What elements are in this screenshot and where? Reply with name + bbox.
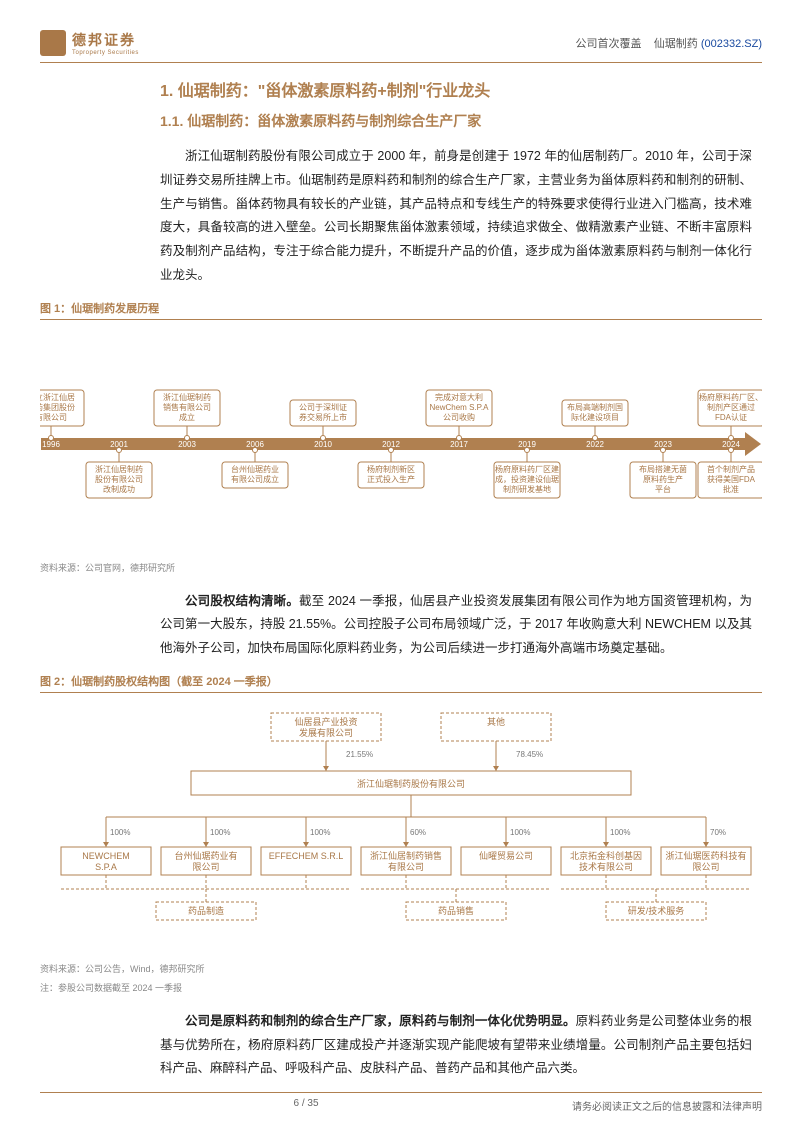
svg-text:公司于深圳证: 公司于深圳证 (299, 402, 347, 412)
svg-text:研发/技术服务: 研发/技术服务 (628, 905, 685, 916)
page-number: 6 / 35 (293, 1098, 318, 1113)
svg-text:正式投入生产: 正式投入生产 (367, 474, 415, 484)
svg-text:销售有限公司: 销售有限公司 (163, 402, 211, 412)
coverage-label: 公司首次覆盖 (576, 38, 642, 50)
figure2-note: 注：参股公司数据截至 2024 一季报 (40, 981, 762, 994)
svg-text:有限公司: 有限公司 (40, 412, 67, 422)
svg-text:78.45%: 78.45% (516, 750, 543, 759)
figure1-source: 资料来源：公司官网，德邦研究所 (40, 561, 762, 574)
svg-text:有限公司: 有限公司 (388, 861, 424, 872)
svg-text:股份有限公司: 股份有限公司 (95, 474, 143, 484)
svg-text:制剂研发基地: 制剂研发基地 (503, 484, 551, 494)
svg-text:浙江仙琚医药科技有: 浙江仙琚医药科技有 (665, 850, 746, 861)
brand-logo-block: 德邦证券 Toproperty Securities (40, 30, 139, 56)
page-header: 德邦证券 Toproperty Securities 公司首次覆盖 仙琚制药 (… (40, 30, 762, 63)
paragraph-3-lead: 公司是原料药和制剂的综合生产厂家，原料药与制剂一体化优势明显。 (185, 1014, 576, 1028)
svg-text:券交易所上市: 券交易所上市 (299, 412, 347, 422)
figure2-source: 资料来源：公司公告，Wind，德邦研究所 (40, 962, 762, 975)
svg-text:改制成功: 改制成功 (103, 484, 135, 494)
svg-text:台州仙琚药业有: 台州仙琚药业有 (174, 850, 237, 861)
svg-text:21.55%: 21.55% (346, 750, 373, 759)
figure1-label: 图 1：仙琚制药发展历程 (40, 300, 762, 320)
svg-text:布局高端制剂国: 布局高端制剂国 (567, 402, 623, 412)
figure1-timeline: 1996200120032006201020122017201920222023… (40, 328, 762, 555)
svg-text:成立浙江仙居: 成立浙江仙居 (40, 392, 75, 402)
paragraph-1: 浙江仙琚制药股份有限公司成立于 2000 年，前身是创建于 1972 年的仙居制… (160, 145, 752, 288)
subsection-title: 1.1. 仙琚制药：甾体激素原料药与制剂综合生产厂家 (160, 111, 752, 131)
svg-text:北京拓金科创基因: 北京拓金科创基因 (570, 850, 642, 861)
svg-text:有限公司成立: 有限公司成立 (231, 474, 279, 484)
svg-text:2010: 2010 (314, 440, 332, 449)
svg-text:平台: 平台 (655, 484, 671, 494)
svg-text:NEWCHEM: NEWCHEM (82, 851, 130, 861)
svg-text:60%: 60% (410, 828, 426, 837)
svg-text:技术有限公司: 技术有限公司 (579, 861, 633, 872)
footer-disclaimer: 请务必阅读正文之后的信息披露和法律声明 (572, 1098, 762, 1113)
svg-text:浙江仙居制药销售: 浙江仙居制药销售 (370, 850, 442, 861)
svg-text:NewChem S.P.A: NewChem S.P.A (430, 403, 490, 412)
paragraph-2: 公司股权结构清晰。截至 2024 一季报，仙居县产业投资发展集团有限公司作为地方… (160, 590, 752, 661)
svg-text:100%: 100% (210, 828, 230, 837)
svg-text:获得美国FDA: 获得美国FDA (707, 474, 756, 484)
paragraph-3: 公司是原料药和制剂的综合生产厂家，原料药与制剂一体化优势明显。原料药业务是公司整… (160, 1010, 752, 1081)
svg-text:限公司: 限公司 (192, 862, 219, 872)
brand-logo-icon (40, 30, 66, 56)
svg-text:批准: 批准 (723, 484, 739, 494)
paragraph-2-lead: 公司股权结构清晰。 (185, 594, 299, 608)
svg-text:2017: 2017 (450, 440, 468, 449)
svg-text:其他: 其他 (487, 716, 505, 727)
svg-text:台州仙琚药业: 台州仙琚药业 (231, 464, 279, 474)
header-right: 公司首次覆盖 仙琚制药 (002332.SZ) (576, 35, 762, 51)
svg-text:2003: 2003 (178, 440, 196, 449)
svg-text:浙江仙琚制药股份有限公司: 浙江仙琚制药股份有限公司 (357, 778, 465, 789)
svg-text:布局搭建无菌: 布局搭建无菌 (639, 464, 687, 474)
svg-text:药品销售: 药品销售 (438, 905, 474, 916)
svg-text:杨府原料药厂区建: 杨府原料药厂区建 (495, 464, 559, 474)
svg-text:EFFECHEM S.R.L: EFFECHEM S.R.L (269, 851, 344, 861)
svg-text:100%: 100% (510, 828, 530, 837)
svg-text:70%: 70% (710, 828, 726, 837)
svg-text:2022: 2022 (586, 440, 604, 449)
svg-text:成，投资建设仙琚: 成，投资建设仙琚 (495, 474, 559, 484)
svg-text:浙江仙琚制药: 浙江仙琚制药 (163, 392, 211, 402)
svg-text:仙居县产业投资: 仙居县产业投资 (294, 716, 357, 727)
svg-text:100%: 100% (110, 828, 130, 837)
svg-text:完成对意大利: 完成对意大利 (435, 392, 483, 402)
svg-text:1996: 1996 (42, 440, 60, 449)
brand-name-en: Toproperty Securities (72, 50, 139, 56)
svg-text:FDA认证: FDA认证 (715, 412, 747, 422)
section-title: 1. 仙琚制药："甾体激素原料药+制剂"行业龙头 (160, 77, 752, 101)
company-name: 仙琚制药 (654, 38, 698, 50)
svg-text:首个制剂产品: 首个制剂产品 (707, 464, 755, 474)
svg-text:S.P.A: S.P.A (95, 862, 117, 872)
svg-text:杨府原料药厂区、: 杨府原料药厂区、 (699, 392, 762, 402)
figure2-orgchart: 仙居县产业投资发展有限公司 21.55% 其他 78.45% 浙江仙琚制药股份有限公司 1… (40, 701, 762, 956)
svg-text:发展有限公司: 发展有限公司 (299, 727, 353, 738)
timeline-svg: 1996200120032006201020122017201920222023… (40, 344, 762, 544)
svg-text:浙江仙居制药: 浙江仙居制药 (95, 464, 143, 474)
brand-name-cn: 德邦证券 (72, 30, 139, 50)
svg-text:制剂产区通过: 制剂产区通过 (707, 402, 755, 412)
svg-text:际化建设项目: 际化建设项目 (571, 412, 619, 422)
svg-text:杨府制剂新区: 杨府制剂新区 (367, 464, 415, 474)
page-footer: 6 / 35 请务必阅读正文之后的信息披露和法律声明 (40, 1092, 762, 1113)
svg-text:100%: 100% (310, 828, 330, 837)
svg-text:原料药生产: 原料药生产 (643, 474, 683, 484)
svg-text:制药集团股份: 制药集团股份 (40, 402, 75, 412)
ticker-code: (002332.SZ) (701, 38, 762, 50)
figure2-label: 图 2：仙琚制药股权结构图（截至 2024 一季报） (40, 673, 762, 693)
svg-text:仙曜贸易公司: 仙曜贸易公司 (479, 850, 533, 861)
content-area: 1. 仙琚制药："甾体激素原料药+制剂"行业龙头 1.1. 仙琚制药：甾体激素原… (40, 77, 762, 288)
svg-text:限公司: 限公司 (692, 862, 719, 872)
orgchart-svg: 仙居县产业投资发展有限公司 21.55% 其他 78.45% 浙江仙琚制药股份有限公司 1… (40, 707, 762, 947)
svg-text:成立: 成立 (179, 412, 195, 422)
svg-text:100%: 100% (610, 828, 630, 837)
svg-text:公司收购: 公司收购 (443, 412, 475, 422)
svg-text:药品制造: 药品制造 (188, 905, 224, 916)
